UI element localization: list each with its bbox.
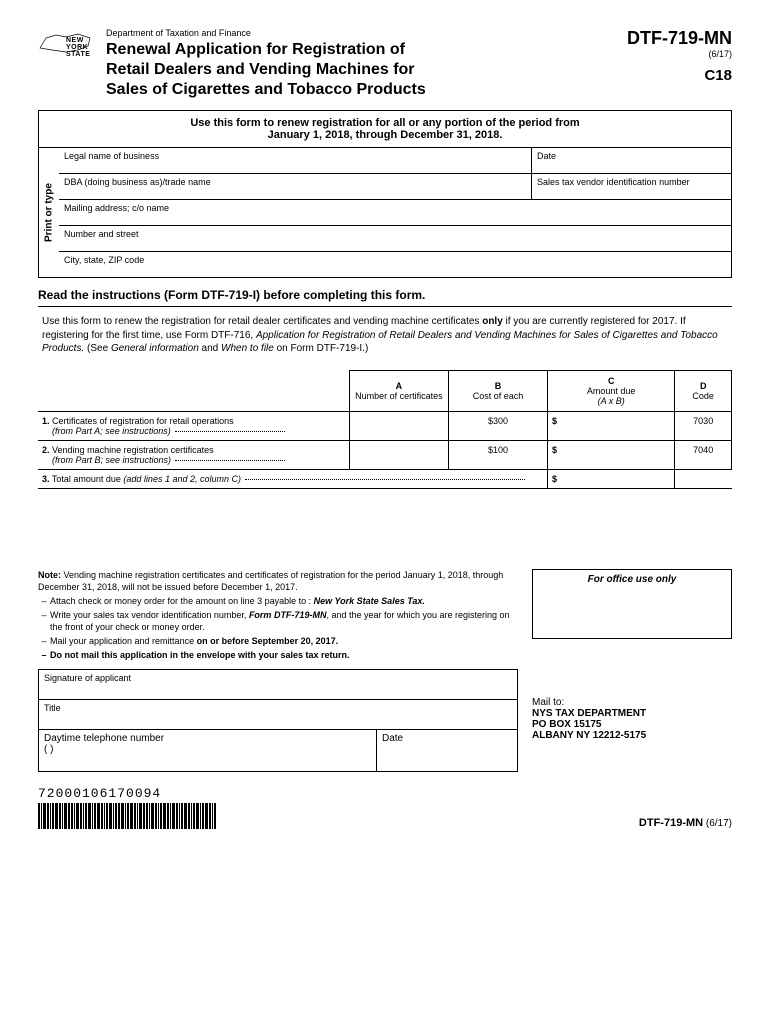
row2-amount[interactable]: $: [548, 440, 675, 469]
signature-block: Signature of applicant Title Daytime tel…: [38, 669, 518, 772]
row1-code: 7030: [675, 411, 732, 440]
field-street[interactable]: Number and street: [59, 226, 732, 251]
field-signature[interactable]: Signature of applicant: [39, 670, 517, 700]
header-title-block: Department of Taxation and Finance Renew…: [98, 28, 602, 100]
total-amount[interactable]: $: [548, 469, 675, 488]
calc-row-total: 3. Total amount due (add lines 1 and 2, …: [38, 469, 732, 488]
barcode-icon: [38, 803, 216, 829]
calculation-table: ANumber of certificates BCost of each CA…: [38, 370, 732, 489]
row1-cost: $300: [448, 411, 547, 440]
row2-code: 7040: [675, 440, 732, 469]
form-revision: (6/17): [602, 49, 732, 59]
logo-text-1: NEW: [66, 37, 126, 44]
field-city-state-zip[interactable]: City, state, ZIP code: [59, 252, 732, 277]
form-header: NEW YORK STATE Department of Taxation an…: [38, 28, 732, 100]
logo-text-2: YORK: [66, 44, 126, 51]
period-line-1: Use this form to renew registration for …: [39, 117, 731, 129]
form-title-2: Retail Dealers and Vending Machines for: [106, 60, 602, 80]
c-code: C18: [602, 67, 732, 84]
col-c-header: CAmount due(A x B): [548, 370, 675, 411]
mail-to-block: Mail to: NYS TAX DEPARTMENT PO BOX 15175…: [532, 669, 732, 741]
form-title-3: Sales of Cigarettes and Tobacco Products: [106, 80, 602, 100]
col-b-header: BCost of each: [448, 370, 547, 411]
form-code: DTF-719-MN: [602, 28, 732, 49]
form-title-1: Renewal Application for Registration of: [106, 40, 602, 60]
field-dba[interactable]: DBA (doing business as)/trade name: [59, 174, 532, 199]
row2-cost: $100: [448, 440, 547, 469]
footer-code: DTF-719-MN (6/17): [639, 817, 732, 829]
calc-row-1: 1. Certificates of registration for reta…: [38, 411, 732, 440]
row1-amount[interactable]: $: [548, 411, 675, 440]
field-title[interactable]: Title: [39, 700, 517, 730]
office-use-box: For office use only: [532, 569, 732, 639]
period-line-2: January 1, 2018, through December 31, 20…: [39, 129, 731, 141]
field-mailing[interactable]: Mailing address; c/o name: [59, 200, 732, 225]
identity-block: Print or type Legal name of business Dat…: [38, 148, 732, 278]
col-d-header: DCode: [675, 370, 732, 411]
col-a-header: ANumber of certificates: [349, 370, 448, 411]
row2-num-certs[interactable]: [349, 440, 448, 469]
field-phone[interactable]: Daytime telephone number( ): [39, 730, 377, 771]
instructions-heading: Read the instructions (Form DTF-719-I) b…: [38, 278, 732, 307]
state-logo: NEW YORK STATE: [38, 28, 98, 80]
field-date[interactable]: Date: [532, 148, 732, 173]
calc-row-2: 2. Vending machine registration certific…: [38, 440, 732, 469]
department-name: Department of Taxation and Finance: [106, 28, 602, 38]
barcode-number: 72000106170094: [38, 786, 216, 801]
logo-text-3: STATE: [66, 51, 126, 58]
print-or-type-label: Print or type: [39, 148, 59, 278]
field-legal-name[interactable]: Legal name of business: [59, 148, 532, 173]
form-footer: 72000106170094 DTF-719-MN (6/17): [38, 786, 732, 829]
header-codes: DTF-719-MN (6/17) C18: [602, 28, 732, 84]
row1-num-certs[interactable]: [349, 411, 448, 440]
field-sig-date[interactable]: Date: [377, 730, 517, 771]
field-vendor-id[interactable]: Sales tax vendor identification number: [532, 174, 732, 199]
period-notice: Use this form to renew registration for …: [38, 110, 732, 148]
instructions-body: Use this form to renew the registration …: [38, 307, 732, 364]
notes-block: Note: Vending machine registration certi…: [38, 569, 518, 662]
